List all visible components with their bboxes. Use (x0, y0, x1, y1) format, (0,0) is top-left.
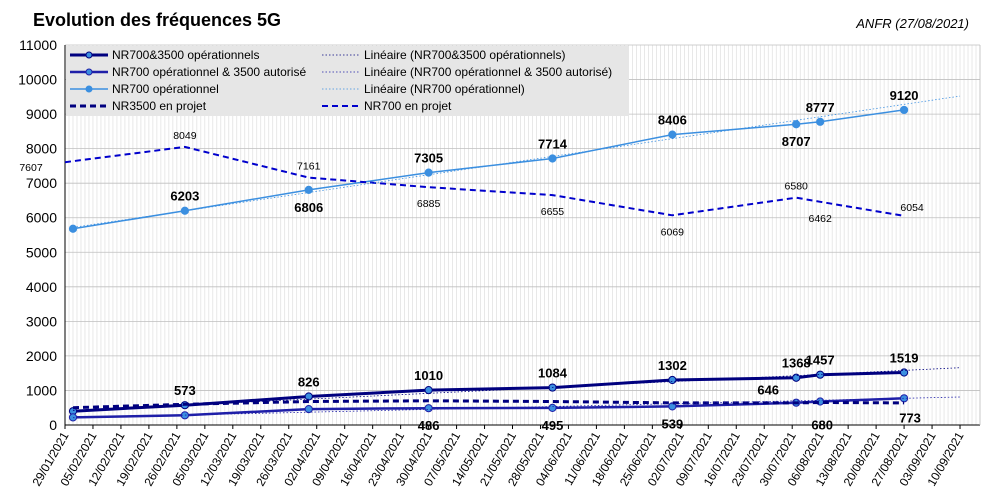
data-label: 7607 (19, 162, 43, 174)
data-label: 8777 (806, 100, 835, 115)
data-label: 826 (298, 374, 320, 389)
data-point (792, 373, 801, 382)
data-point (816, 370, 825, 379)
y-tick-label: 4000 (26, 279, 57, 295)
data-label: 7714 (538, 137, 568, 152)
data-label: 573 (174, 383, 196, 398)
data-label: 773 (899, 410, 921, 425)
data-label: 646 (757, 383, 779, 398)
data-label: 1084 (538, 366, 568, 381)
data-label: 6806 (294, 200, 323, 215)
data-label: 6655 (541, 206, 565, 218)
legend-label: NR700 en projet (364, 99, 452, 113)
y-tick-label: 9000 (26, 106, 57, 122)
series-line-6 (72, 396, 961, 419)
legend-label: Linéaire (NR700&3500 opérationnels) (364, 48, 565, 62)
data-label: 7161 (297, 161, 321, 173)
y-tick-label: 6000 (26, 210, 57, 226)
data-point (180, 411, 189, 420)
y-tick-label: 7000 (26, 175, 57, 191)
data-point (548, 154, 557, 163)
series-line-3 (72, 399, 905, 410)
data-label: 6203 (170, 189, 199, 204)
legend-label: Linéaire (NR700 opérationnel) (364, 82, 525, 96)
y-tick-label: 5000 (26, 244, 57, 260)
series-line-7 (72, 95, 961, 228)
legend-label: NR700&3500 opérationnels (112, 48, 259, 62)
data-point (792, 120, 801, 129)
series-line-4 (64, 145, 905, 217)
data-point (304, 185, 313, 194)
data-label: 486 (418, 418, 440, 433)
data-label: 1519 (890, 351, 919, 366)
data-point (548, 403, 557, 412)
data-label: 8049 (173, 130, 197, 142)
y-tick-label: 3000 (26, 313, 57, 329)
data-label: 1457 (806, 353, 835, 368)
chart-source: ANFR (27/08/2021) (856, 16, 969, 31)
y-tick-label: 1000 (26, 382, 57, 398)
legend-marker (85, 51, 93, 59)
data-point (668, 375, 677, 385)
series-line-5 (72, 367, 961, 411)
data-point (899, 368, 909, 377)
legend-label: NR3500 en projet (112, 99, 207, 113)
y-tick-label: 8000 (26, 141, 57, 157)
y-tick-label: 11000 (19, 37, 57, 53)
data-label: 680 (811, 418, 833, 433)
data-point (816, 117, 825, 126)
legend-marker (85, 68, 93, 76)
legend: NR700&3500 opérationnels NR700 opérationn… (66, 46, 629, 116)
data-point (424, 386, 433, 395)
y-tick-label: 2000 (26, 348, 57, 364)
data-label: 6462 (808, 213, 832, 225)
data-point (68, 413, 78, 422)
data-label: 6580 (785, 181, 809, 193)
data-label: 6054 (900, 202, 924, 214)
legend-box (66, 46, 629, 116)
data-point (424, 404, 433, 413)
y-tick-label: 10000 (18, 72, 57, 88)
data-point (68, 224, 78, 233)
data-label: 6069 (661, 226, 685, 238)
data-label: 9120 (890, 88, 919, 103)
data-label: 8406 (658, 113, 687, 128)
legend-label: NR700 opérationnel (112, 82, 219, 96)
data-label: 6885 (417, 198, 441, 210)
legend-marker (85, 85, 93, 93)
data-point (668, 130, 677, 139)
data-point (899, 105, 909, 115)
data-point (424, 168, 433, 177)
chart-title: Evolution des fréquences 5G (33, 10, 282, 30)
y-tick-label: 0 (49, 417, 57, 433)
legend-label: NR700 opérationnel & 3500 autorisé (112, 65, 306, 79)
data-point (668, 402, 677, 411)
data-point (304, 405, 313, 414)
data-label: 539 (661, 416, 683, 431)
data-label: 1302 (658, 358, 687, 373)
data-label: 7305 (414, 151, 443, 166)
data-label: 8707 (782, 134, 811, 149)
data-label: 1010 (414, 368, 443, 383)
data-label: 1368 (782, 356, 811, 371)
legend-label: Linéaire (NR700 opérationnel & 3500 auto… (364, 65, 612, 79)
data-label: 495 (542, 418, 564, 433)
